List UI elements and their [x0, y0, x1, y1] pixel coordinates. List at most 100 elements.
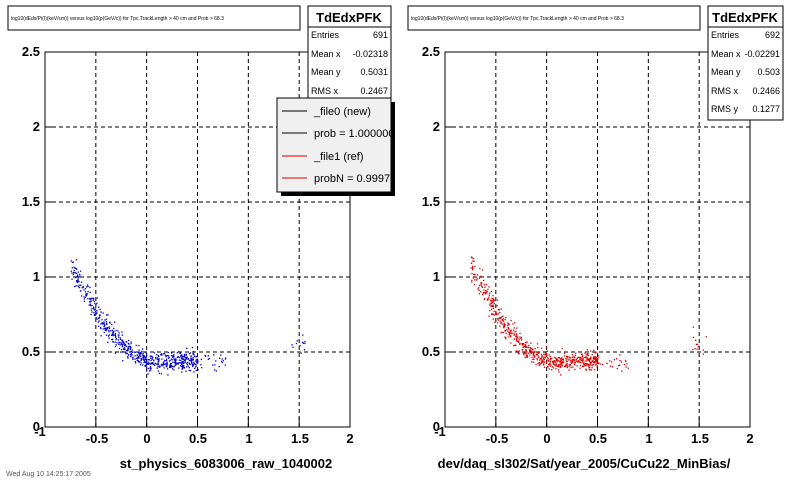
left-data-point [80, 284, 82, 286]
right-data-point [588, 358, 590, 360]
left-x-tick-label: -1 [34, 424, 46, 439]
left-axis-ticks [44, 51, 351, 428]
right-data-point [591, 365, 593, 367]
right-x-tick-label: -0.5 [486, 431, 508, 446]
left-x-tick-label: 1 [245, 431, 252, 446]
left-data-point [122, 340, 124, 342]
left-data-point [81, 281, 83, 283]
left-data-point [107, 335, 110, 337]
left-data-point [169, 365, 171, 367]
left-data-point [70, 270, 72, 272]
left-data-point [96, 312, 98, 314]
right-data-point [560, 359, 562, 362]
left-data-point [123, 348, 125, 351]
left-data-point [93, 313, 96, 316]
left-data-point [120, 342, 122, 344]
right-data-point [559, 365, 561, 367]
right-data-point [484, 286, 486, 288]
right-data-point [536, 343, 539, 345]
left-data-point [142, 348, 144, 350]
left-data-point [195, 369, 197, 372]
left-data-point [212, 364, 214, 366]
right-data-point [575, 360, 578, 362]
right-data-point [580, 353, 583, 355]
left-data-point [84, 288, 87, 290]
right-data-point [510, 319, 512, 322]
left-data-point [102, 323, 104, 325]
left-data-point [127, 348, 129, 350]
left-data-point [108, 326, 110, 328]
left-data-point [130, 354, 132, 356]
left-data-point [304, 341, 306, 343]
right-data-point [474, 276, 476, 278]
left-data-point [197, 369, 199, 371]
left-data-point [183, 359, 185, 361]
left-data-point [166, 361, 168, 363]
right-data-point [521, 349, 523, 351]
left-data-point [166, 366, 168, 368]
left-data-point [74, 272, 76, 274]
left-data-point [136, 354, 138, 356]
right-data-point [624, 360, 627, 362]
right-data-point [599, 363, 601, 365]
left-data-point [169, 366, 171, 368]
legend-label: _file1 (ref) [313, 151, 364, 163]
left-data-point [139, 353, 141, 355]
right-data-point [596, 361, 598, 363]
right-data-point [492, 295, 494, 297]
left-data-point [150, 369, 152, 371]
left-data-point [148, 362, 150, 364]
right-x-tick-label: 2 [746, 431, 753, 446]
right-data-point [557, 365, 559, 368]
right-data-point [529, 347, 531, 349]
left-data-point [173, 358, 175, 360]
left-data-point [115, 336, 117, 338]
right-y-tick-label: 2.5 [422, 44, 440, 59]
right-data-point [541, 355, 543, 357]
right-data-point [553, 363, 555, 366]
right-data-point [554, 357, 557, 359]
right-stats-label: RMS y [711, 104, 739, 114]
left-y-tick-label: 0.5 [22, 344, 40, 359]
left-data-point [115, 339, 117, 341]
right-data-point [516, 327, 518, 329]
left-data-point [103, 325, 105, 327]
right-data-point [555, 364, 557, 366]
right-data-point [487, 298, 490, 300]
right-data-point [556, 360, 558, 362]
right-data-point [485, 292, 487, 294]
right-data-point [471, 257, 473, 259]
right-data-point [507, 330, 509, 332]
left-data-point [140, 353, 142, 355]
right-axis-ticks [444, 51, 751, 428]
right-data-point [542, 361, 544, 363]
right-data-point [502, 320, 504, 322]
right-data-point [522, 343, 524, 345]
left-data-point [96, 318, 98, 320]
right-data-point [491, 300, 493, 302]
left-data-point [138, 357, 140, 359]
right-data-point [548, 368, 550, 370]
left-data-point [138, 344, 140, 347]
left-data-point [185, 354, 187, 356]
right-data-point [593, 356, 595, 358]
left-data-point [91, 304, 93, 307]
left-data-point [173, 369, 175, 371]
right-data-point [473, 273, 476, 276]
left-data-point [184, 360, 186, 362]
left-data-point [89, 291, 91, 293]
left-data-point [153, 360, 155, 362]
left-data-point [207, 355, 209, 357]
left-data-point [114, 341, 116, 343]
right-data-point [578, 361, 580, 363]
right-data-point [497, 318, 499, 320]
left-data-point [186, 356, 188, 358]
left-data-point [137, 359, 139, 361]
left-data-point [187, 365, 189, 367]
left-data-point [172, 356, 174, 358]
right-data-point [579, 367, 581, 369]
right-data-point [581, 359, 583, 362]
right-data-point [566, 358, 568, 360]
left-data-point [156, 357, 159, 359]
right-data-point [526, 351, 528, 353]
